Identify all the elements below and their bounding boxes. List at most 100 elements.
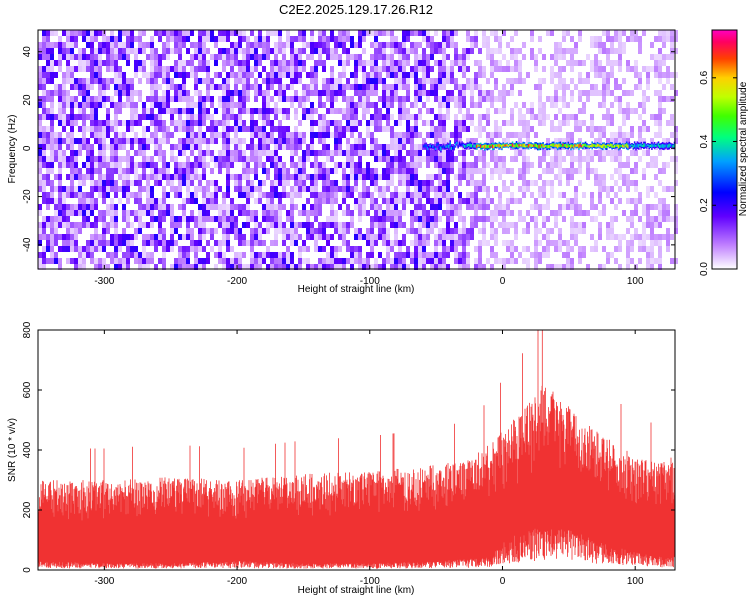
spectrogram-cell: [274, 222, 278, 228]
spectrogram-cell: [86, 78, 90, 84]
signal-mark: [452, 146, 454, 150]
spectrogram-cell: [330, 234, 334, 240]
spectrogram-cell: [70, 246, 74, 252]
signal-mark: [590, 144, 592, 148]
spectrogram-cell: [322, 198, 326, 204]
spectrogram-cell: [466, 234, 470, 240]
spectrogram-cell: [310, 126, 314, 132]
spectrogram-cell: [338, 120, 342, 126]
spectrogram-cell: [602, 126, 606, 132]
spectrogram-cell: [114, 186, 118, 192]
spectrogram-cell: [498, 162, 502, 168]
spectrogram-cell: [586, 126, 590, 132]
spectrogram-cell: [558, 84, 562, 90]
spectrogram-cell: [234, 132, 238, 138]
spectrogram-cell: [102, 78, 106, 84]
spectrogram-cell: [438, 198, 442, 204]
spectrogram-cell: [418, 132, 422, 138]
spectrogram-cell: [430, 120, 434, 126]
spectrogram-cell: [510, 156, 514, 162]
spectrogram-cell: [142, 102, 146, 108]
spectrogram-cell: [598, 48, 602, 54]
spectrogram-cell: [174, 84, 178, 90]
spectrogram-cell: [566, 138, 570, 144]
spectrogram-cell: [542, 192, 546, 198]
spectrogram-cell: [662, 216, 666, 222]
spectrogram-cell: [358, 258, 362, 264]
spectrogram-cell: [630, 258, 634, 264]
spectrogram-cell: [446, 78, 450, 84]
spectrogram-cell: [114, 60, 118, 66]
spectrogram-cell: [506, 258, 510, 264]
spectrogram-cell: [618, 96, 622, 102]
spectrogram-cell: [386, 150, 390, 156]
spectrogram-cell: [594, 240, 598, 246]
spectrogram-cell: [646, 72, 650, 78]
spectrogram-cell: [474, 30, 478, 36]
spectrogram-cell: [154, 246, 158, 252]
spectrogram-cell: [482, 126, 486, 132]
spectrogram-cell: [322, 180, 326, 186]
spectrogram-cell: [454, 126, 458, 132]
spectrogram-cell: [358, 234, 362, 240]
spectrogram-cell: [178, 138, 182, 144]
spectrogram-cell: [662, 84, 666, 90]
spectrogram-cell: [454, 132, 458, 138]
spectrogram-cell: [582, 252, 586, 258]
spectrogram-cell: [526, 132, 530, 138]
spectrogram-cell: [174, 96, 178, 102]
spectrogram-cell: [258, 54, 262, 60]
spectrogram-cell: [590, 156, 594, 162]
spectrogram-cell: [426, 30, 430, 36]
spectrogram-cell: [330, 48, 334, 54]
spectrogram-cell: [422, 216, 426, 222]
spectrogram-cell: [406, 108, 410, 114]
spectrogram-cell: [86, 60, 90, 66]
spectrogram-cell: [226, 186, 230, 192]
spectrogram-cell: [230, 54, 234, 60]
spectrogram-cell: [566, 240, 570, 246]
spectrogram-cell: [138, 258, 142, 264]
spectrogram-cell: [82, 210, 86, 216]
spectrogram-cell: [46, 168, 50, 174]
spectrogram-cell: [650, 222, 654, 228]
spectrogram-cell: [286, 168, 290, 174]
spectrogram-cell: [522, 102, 526, 108]
spectrogram-cell: [618, 138, 622, 144]
spectrogram-cell: [658, 216, 662, 222]
spectrogram-cell: [282, 60, 286, 66]
spectrogram-cell: [522, 156, 526, 162]
spectrogram-cell: [234, 234, 238, 240]
spectrogram-cell: [446, 174, 450, 180]
spectrogram-cell: [94, 156, 98, 162]
spectrogram-cell: [302, 66, 306, 72]
spectrogram-cell: [254, 264, 258, 270]
spectrogram-cell: [182, 90, 186, 96]
spectrogram-cell: [478, 156, 482, 162]
spectrogram-cell: [178, 252, 182, 258]
signal-mark: [489, 145, 491, 148]
spectrogram-cell: [530, 30, 534, 36]
spectrogram-cell: [222, 126, 226, 132]
spectrogram-cell: [626, 36, 630, 42]
spectrogram-cell: [270, 108, 274, 114]
spectrogram-cell: [442, 132, 446, 138]
spectrogram-cell: [542, 150, 546, 156]
spectrogram-cell: [354, 66, 358, 72]
spectrogram-cell: [258, 258, 262, 264]
spectrogram-cell: [266, 42, 270, 48]
spectrogram-cell: [130, 246, 134, 252]
spectrogram-cell: [466, 84, 470, 90]
spectrogram-cell: [506, 204, 510, 210]
spectrogram-cell: [98, 120, 102, 126]
spectrogram-cell: [626, 240, 630, 246]
spectrogram-cell: [618, 66, 622, 72]
spectrogram-cell: [330, 66, 334, 72]
spectrogram-cell: [350, 156, 354, 162]
spectrogram-cell: [286, 216, 290, 222]
spectrogram-cell: [158, 198, 162, 204]
spectrogram-cell: [82, 66, 86, 72]
spectrogram-cell: [466, 114, 470, 120]
spectrogram-cell: [270, 96, 274, 102]
spectrogram-cell: [350, 96, 354, 102]
